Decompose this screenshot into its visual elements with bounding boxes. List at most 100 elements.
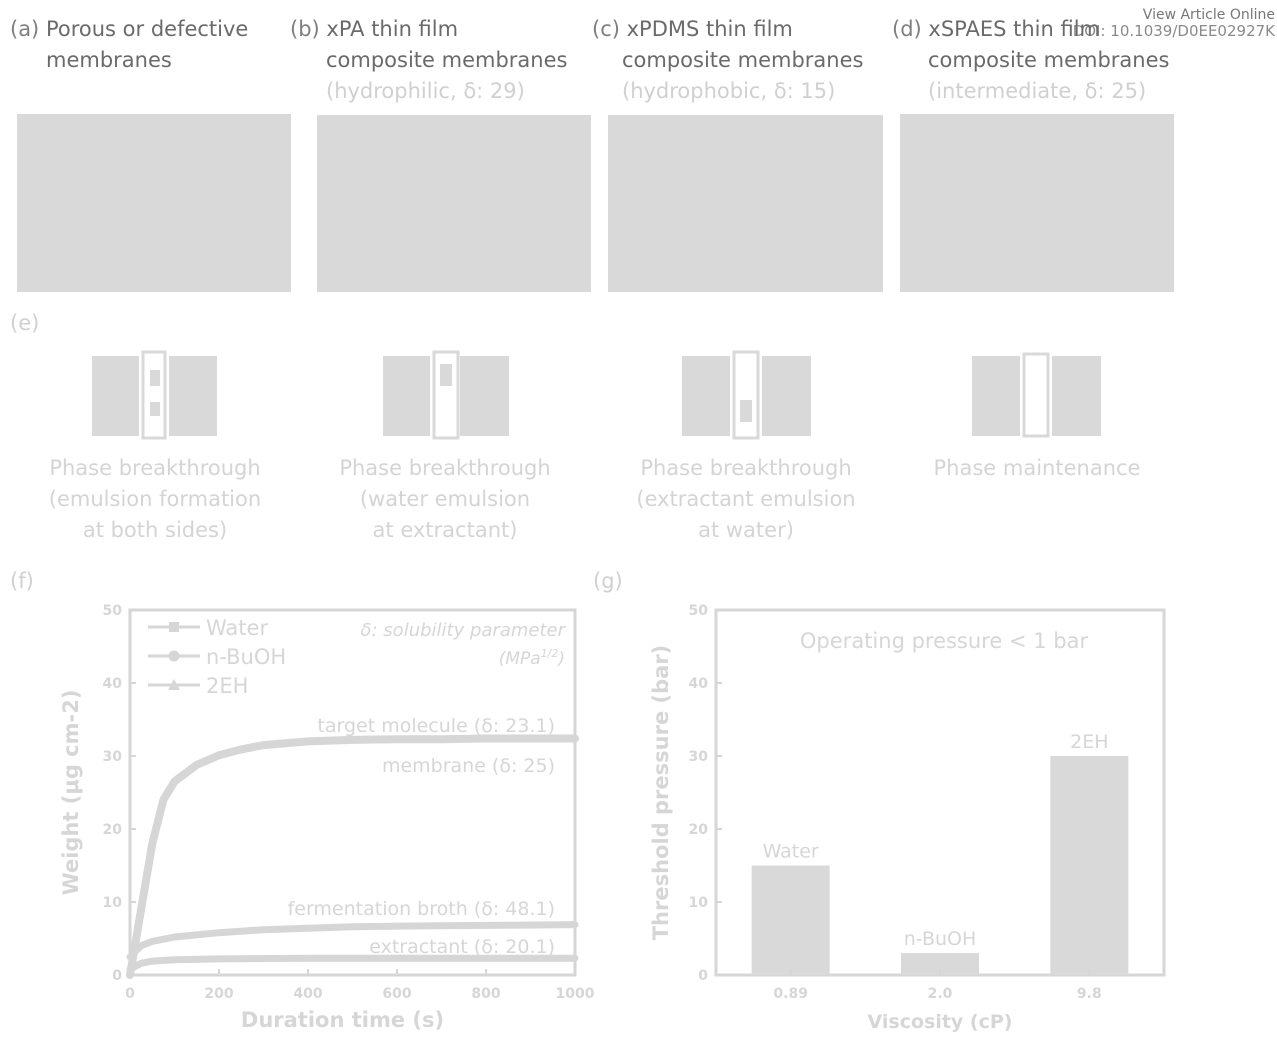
data-point <box>173 935 176 939</box>
data-point <box>484 923 488 927</box>
data-point <box>239 747 243 751</box>
phase-diagram-extractant-emulsion <box>682 350 811 440</box>
data-point <box>173 780 176 784</box>
panel-f-label: (f) <box>10 566 34 597</box>
data-point <box>262 928 265 932</box>
legend-label: Water <box>206 616 268 640</box>
annotation-broth: fermentation broth (δ: 48.1) <box>288 898 555 920</box>
series-line-water <box>126 734 579 979</box>
data-point <box>573 736 577 740</box>
y-tick-label: 30 <box>689 749 709 765</box>
data-point <box>484 956 488 960</box>
x-axis-label: Viscosity (cP) <box>868 1011 1013 1033</box>
panel-d-label: (d) xSPAES thin film composite membranes… <box>892 14 1192 107</box>
solubility-unit: (MPa1/2) <box>499 647 565 669</box>
data-point <box>150 959 154 963</box>
panel-title-line1: xPDMS thin film <box>626 17 793 41</box>
x-tick-label: 9.8 <box>1077 986 1102 1002</box>
data-point <box>573 956 577 960</box>
solubility-note: δ: solubility parameter <box>361 620 567 641</box>
data-point <box>195 763 199 767</box>
data-point <box>395 924 399 928</box>
legend-triangle-marker <box>168 679 180 690</box>
unit-base: (MPa <box>499 649 541 669</box>
panel-g-label: (g) <box>593 566 623 597</box>
data-point <box>306 956 310 960</box>
panel-c-label: (c) xPDMS thin film composite membranes … <box>592 14 892 107</box>
panel-title-line2: composite membranes <box>622 48 864 72</box>
phase-diagram-maintenance <box>972 352 1101 438</box>
panel-title-line2: membranes <box>46 48 172 72</box>
y-tick-label: 40 <box>689 676 709 692</box>
data-point <box>217 753 221 757</box>
data-point <box>395 737 399 741</box>
data-point <box>306 926 310 930</box>
unit-exponent: 1/2 <box>541 647 559 660</box>
panel-title-line2: composite membranes <box>928 48 1170 72</box>
data-point <box>139 907 143 911</box>
y-axis-label: Weight (μg cm-2) <box>59 690 83 896</box>
x-axis-label: Duration time (s) <box>241 1008 444 1032</box>
data-point <box>150 842 154 846</box>
phase-diagram-water-emulsion <box>383 350 509 440</box>
phase-diagram-both-sides <box>92 350 217 440</box>
x-tick-label: 2.0 <box>928 986 953 1002</box>
x-tick-label: 0 <box>125 986 135 1002</box>
data-point <box>529 736 532 740</box>
panel-subtitle: (hydrophobic, δ: 15) <box>622 79 836 103</box>
data-point <box>306 739 310 743</box>
caption-water-emulsion: Phase breakthrough (water emulsion at ex… <box>339 456 551 542</box>
doi-text: DOI: 10.1039/D0EE02927K <box>1072 22 1275 40</box>
bar-label: n-BuOH <box>904 928 977 950</box>
y-axis-label: Threshold pressure (bar) <box>649 645 673 941</box>
panel-letter: (a) <box>10 17 40 41</box>
data-point <box>351 925 354 929</box>
annotation-extractant: extractant (δ: 20.1) <box>369 936 555 958</box>
y-tick-label: 30 <box>103 749 123 765</box>
panel-c-image <box>608 115 883 292</box>
bar-2eh <box>1050 756 1129 975</box>
data-point <box>173 958 176 962</box>
legend-label: 2EH <box>206 674 248 698</box>
data-point <box>139 944 143 948</box>
series-line-2eh <box>126 954 579 973</box>
view-article-online-link[interactable]: View Article Online <box>1142 7 1275 23</box>
bar-water <box>751 865 830 975</box>
bar-label: 2EH <box>1070 731 1108 753</box>
panel-subtitle: (hydrophilic, δ: 29) <box>326 79 525 103</box>
y-tick-label: 20 <box>103 822 123 838</box>
panel-letter: (d) <box>892 17 922 41</box>
data-point <box>484 736 488 740</box>
y-tick-label: 0 <box>698 968 708 984</box>
panel-a-label: (a) Porous or defective membranes <box>10 14 290 76</box>
data-point <box>573 923 577 927</box>
data-point <box>128 967 132 971</box>
panel-letter: (b) <box>290 17 320 41</box>
panel-letter: (c) <box>592 17 620 41</box>
caption-both-sides: Phase breakthrough (emulsion formation a… <box>48 456 262 542</box>
panel-e-label: (e) <box>10 308 39 339</box>
legend-label: n-BuOH <box>206 645 286 669</box>
panel-b-image <box>317 115 591 292</box>
unit-close: ) <box>556 649 565 669</box>
panel-letter: (g) <box>593 569 623 593</box>
data-point <box>150 939 154 943</box>
x-tick-label: 800 <box>471 986 500 1002</box>
phase-diagrams <box>92 350 1101 440</box>
y-tick-label: 10 <box>103 895 123 911</box>
panel-title-line2: composite membranes <box>326 48 568 72</box>
operating-pressure-note: Operating pressure < 1 bar <box>800 629 1089 653</box>
annotation-target: target molecule (δ: 23.1) <box>317 715 555 737</box>
x-tick-label: 0.89 <box>773 986 808 1002</box>
panel-subtitle: (intermediate, δ: 25) <box>928 79 1147 103</box>
legend-circle-marker <box>168 650 180 662</box>
data-point <box>262 743 265 747</box>
data-point <box>351 738 354 742</box>
panel-a-image <box>17 114 291 292</box>
y-tick-label: 50 <box>689 603 709 619</box>
bar-label: Water <box>763 841 819 863</box>
data-point <box>217 931 221 935</box>
y-tick-label: 50 <box>103 603 123 619</box>
panel-title-line1: Porous or defective <box>45 17 249 41</box>
legend-square-marker <box>169 622 179 632</box>
